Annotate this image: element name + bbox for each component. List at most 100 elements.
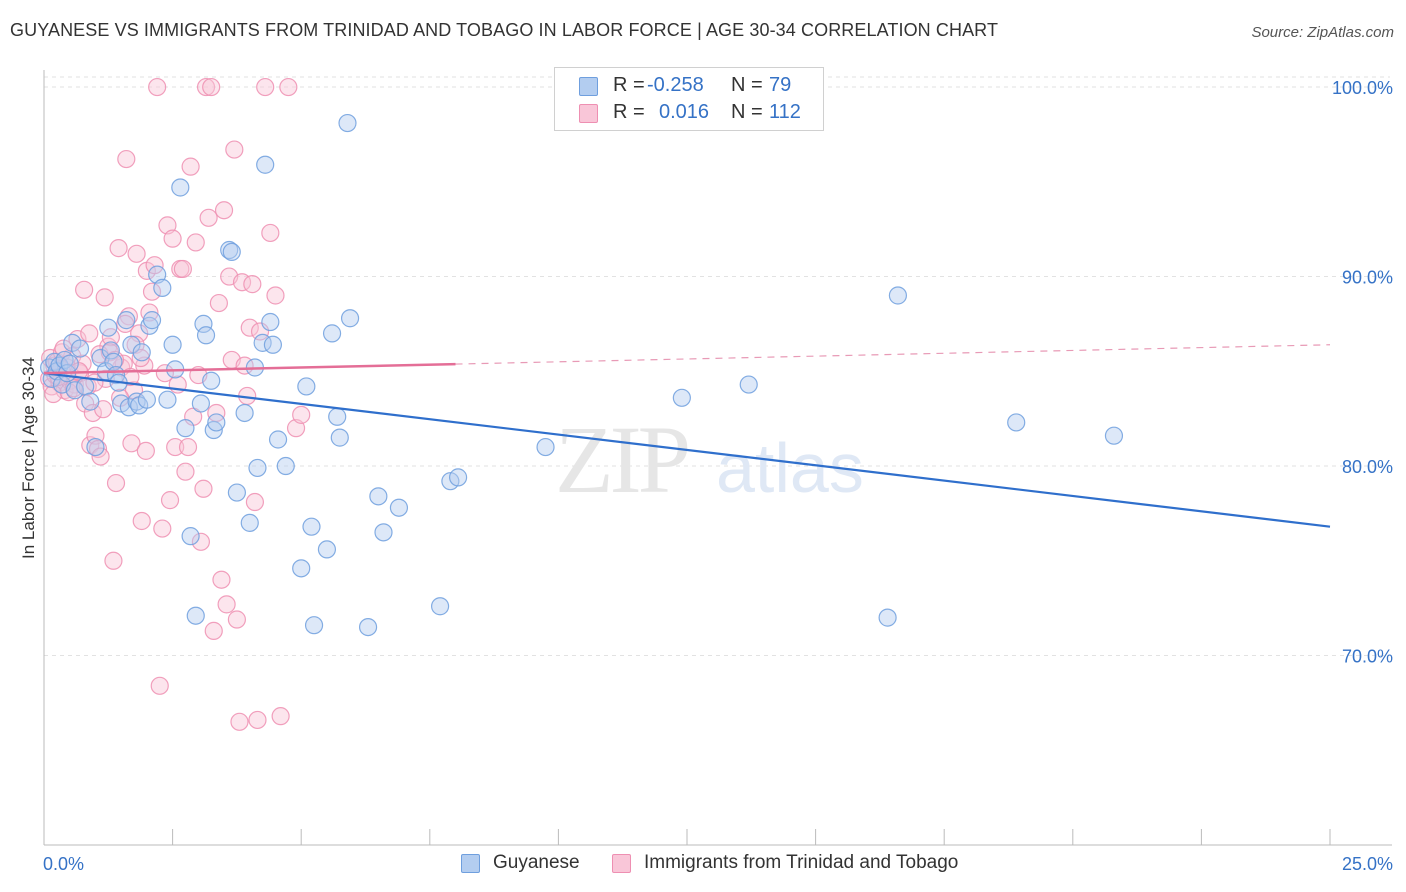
point-trinidad (248, 710, 267, 730)
legend-r-value: 0.016 (659, 101, 710, 123)
point-trinidad (204, 621, 223, 640)
point-trinidad (173, 259, 192, 279)
point-trinidad (209, 293, 228, 313)
trend-line-trinidad-dashed (455, 344, 1331, 365)
point-trinidad (104, 551, 123, 570)
trend-line-guyanese (43, 372, 1331, 528)
watermark-zip: ZIP (555, 406, 688, 513)
point-trinidad (109, 239, 128, 258)
point-trinidad (142, 282, 162, 301)
point-trinidad (261, 223, 280, 243)
legend-n-label: N = (731, 101, 763, 123)
point-trinidad (199, 208, 218, 227)
point-trinidad (191, 532, 210, 551)
point-guyanese (240, 513, 259, 532)
point-guyanese (65, 381, 84, 400)
point-trinidad (292, 405, 311, 424)
point-guyanese (340, 309, 360, 328)
point-trinidad (132, 511, 151, 531)
point-trinidad (153, 519, 172, 538)
legend-row-guyanese: R = -0.258 N = 79 (555, 73, 823, 99)
point-guyanese (1007, 413, 1026, 432)
point-guyanese (86, 437, 105, 457)
point-trinidad (214, 201, 234, 220)
point-guyanese (448, 468, 468, 487)
point-trinidad (186, 233, 205, 252)
point-trinidad (243, 275, 262, 294)
point-guyanese (235, 403, 254, 423)
bottom-legend-label: Guyanese (493, 852, 580, 873)
point-trinidad (163, 229, 182, 248)
legend-r-value: -0.258 (647, 74, 704, 96)
point-guyanese (374, 523, 393, 542)
point-guyanese (99, 318, 118, 337)
point-guyanese (176, 419, 195, 438)
y-tick-label: 80.0% (1342, 457, 1393, 477)
chart-title: GUYANESE VS IMMIGRANTS FROM TRINIDAD AND… (10, 20, 999, 40)
legend-row-trinidad: R = 0.016 N = 112 (555, 100, 823, 126)
point-guyanese (70, 339, 90, 358)
point-guyanese (256, 155, 275, 174)
point-trinidad (95, 288, 114, 307)
point-trinidad (75, 280, 94, 299)
point-guyanese (263, 335, 283, 354)
point-trinidad (80, 324, 99, 343)
trend-line-trinidad-solid (43, 362, 456, 375)
y-tick-label: 100.0% (1332, 78, 1393, 98)
watermark: ZIP atlas (555, 406, 864, 513)
point-trinidad (160, 491, 180, 510)
point-trinidad (131, 348, 150, 368)
point-trinidad (196, 77, 216, 97)
point-guyanese (302, 517, 321, 536)
x-tick-label: 25.0% (1342, 854, 1393, 874)
point-guyanese (137, 390, 156, 409)
point-trinidad (266, 286, 285, 305)
point-guyanese (196, 326, 216, 345)
point-guyanese (369, 487, 388, 506)
x-tick-labels: 0.0% 25.0% (43, 854, 1393, 874)
point-trinidad (212, 570, 231, 589)
point-trinidad (117, 149, 136, 169)
y-tick-label: 90.0% (1342, 268, 1393, 288)
point-guyanese (207, 413, 226, 432)
point-trinidad (148, 77, 167, 97)
point-guyanese (142, 311, 162, 330)
bottom-legend-swatch-trinidad (612, 854, 631, 873)
point-guyanese (171, 178, 190, 197)
series-guyanese-points (40, 113, 1124, 637)
chart-source: Source: ZipAtlas.com (1251, 24, 1394, 41)
point-guyanese (248, 458, 267, 478)
point-guyanese (220, 240, 239, 260)
point-guyanese (330, 428, 349, 447)
point-trinidad (150, 676, 169, 695)
point-guyanese (158, 390, 177, 409)
point-guyanese (60, 354, 79, 373)
legend-r-label: R = (613, 74, 645, 96)
point-trinidad (127, 244, 146, 263)
axes (43, 70, 1392, 846)
point-guyanese (1104, 426, 1124, 445)
y-tick-labels: 70.0% 80.0% 90.0% 100.0% (1332, 78, 1393, 666)
point-trinidad (136, 441, 155, 460)
legend-n-value: 112 (769, 101, 801, 123)
point-trinidad (217, 595, 236, 614)
point-trinidad (166, 437, 185, 457)
point-guyanese (536, 437, 555, 457)
legend-n-label: N = (731, 74, 763, 96)
point-guyanese (132, 343, 151, 362)
point-guyanese (181, 527, 200, 546)
point-trinidad (155, 364, 174, 383)
point-guyanese (276, 456, 295, 476)
point-trinidad (256, 77, 275, 97)
point-guyanese (322, 324, 342, 343)
point-guyanese (878, 608, 897, 627)
legend-swatch-trinidad (579, 104, 598, 123)
point-trinidad (91, 447, 110, 466)
point-guyanese (222, 242, 241, 262)
point-guyanese (297, 377, 316, 396)
point-trinidad (122, 434, 141, 453)
point-guyanese (317, 540, 337, 559)
point-trinidad (202, 77, 221, 97)
point-guyanese (261, 312, 280, 332)
